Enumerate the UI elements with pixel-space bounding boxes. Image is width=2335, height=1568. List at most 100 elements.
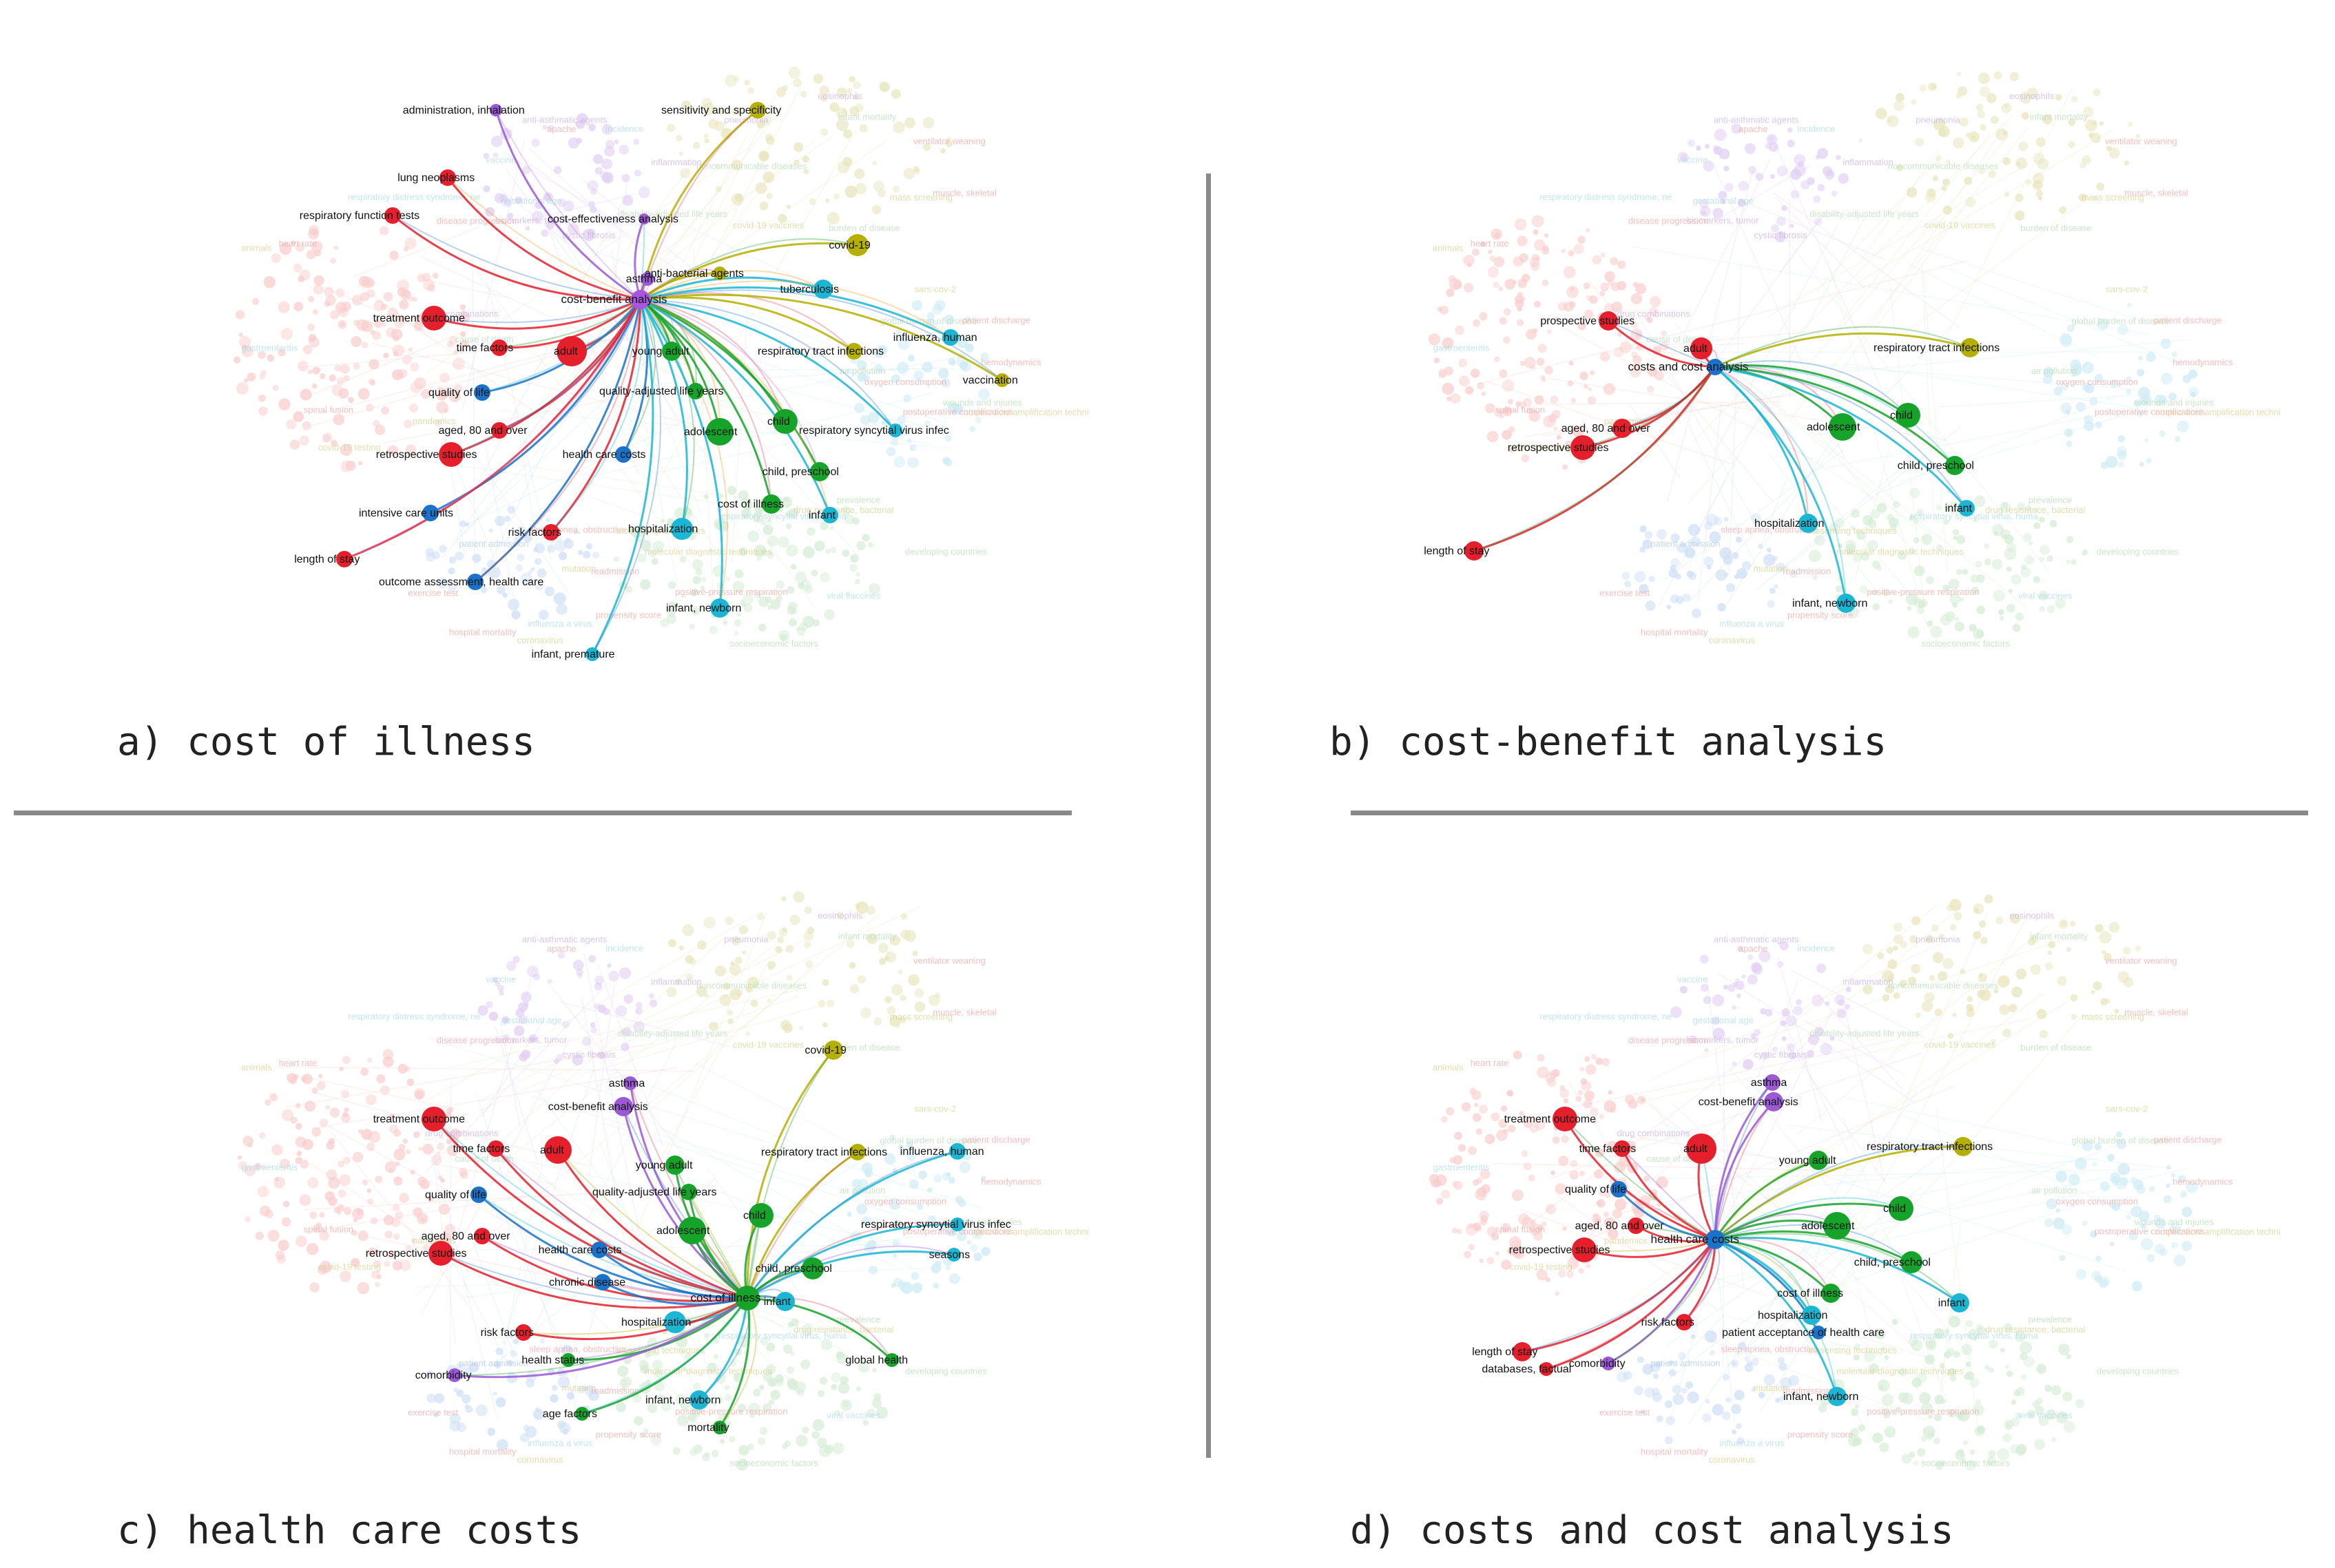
node-time-factors[interactable] bbox=[488, 1140, 504, 1157]
node-aged-80-and-over[interactable] bbox=[474, 1228, 490, 1244]
node-asthma[interactable] bbox=[623, 1076, 637, 1090]
node-aged-80-and-over[interactable] bbox=[491, 422, 508, 439]
node-risk-factors[interactable] bbox=[1676, 1314, 1692, 1330]
node-seasons[interactable] bbox=[947, 1248, 961, 1262]
node-outcome-assessment-health-care[interactable] bbox=[467, 574, 484, 590]
node-infant-newborn[interactable] bbox=[689, 1390, 709, 1410]
node-cost-of-illness[interactable] bbox=[762, 494, 781, 514]
node-treatment-outcome[interactable] bbox=[1553, 1107, 1577, 1131]
node-adult[interactable] bbox=[1686, 1133, 1716, 1164]
node-prospective-studies[interactable] bbox=[1599, 311, 1618, 331]
node-cost-benefit-analysis[interactable] bbox=[1764, 1092, 1783, 1111]
node-adolescent[interactable] bbox=[706, 418, 734, 446]
node-treatment-outcome[interactable] bbox=[422, 306, 446, 331]
node-quality-of-life[interactable] bbox=[474, 384, 490, 401]
node-quality-adjusted-life-years[interactable] bbox=[681, 1184, 697, 1200]
node-adolescent[interactable] bbox=[678, 1217, 706, 1244]
node-length-of-stay[interactable] bbox=[336, 551, 353, 567]
node-retrospective-studies[interactable] bbox=[439, 442, 464, 467]
node-hospitalization[interactable] bbox=[671, 518, 693, 540]
node-cost-effectiveness-analysis[interactable] bbox=[639, 213, 650, 224]
node-covid-19[interactable] bbox=[824, 1041, 843, 1060]
node-covid-19[interactable] bbox=[847, 234, 869, 256]
node-child-preschool[interactable] bbox=[802, 1257, 824, 1279]
node-aged-80-and-over[interactable] bbox=[1628, 1217, 1644, 1234]
node-infant[interactable] bbox=[776, 1292, 795, 1311]
node-child[interactable] bbox=[1896, 403, 1920, 428]
node-asthma[interactable] bbox=[641, 272, 654, 286]
node-length-of-stay[interactable] bbox=[1464, 541, 1484, 561]
node-respiratory-tract-infections[interactable] bbox=[846, 343, 862, 359]
node-adult[interactable] bbox=[1690, 337, 1712, 359]
node-adult[interactable] bbox=[557, 336, 587, 366]
node-infant-newborn[interactable] bbox=[1836, 594, 1856, 613]
node-adult[interactable] bbox=[544, 1136, 572, 1164]
node-tuberculosis[interactable] bbox=[813, 280, 833, 299]
node-respiratory-tract-infections[interactable] bbox=[849, 1144, 866, 1160]
node-age-factors[interactable] bbox=[575, 1407, 589, 1421]
node-respiratory-function-tests[interactable] bbox=[384, 207, 401, 224]
node-adolescent[interactable] bbox=[1823, 1212, 1851, 1240]
node-retrospective-studies[interactable] bbox=[1570, 435, 1595, 460]
node-infant[interactable] bbox=[1950, 1293, 1969, 1313]
node-asthma[interactable] bbox=[1764, 1074, 1781, 1091]
node-sensitivity-and-specificity[interactable] bbox=[749, 102, 766, 118]
node-risk-factors[interactable] bbox=[515, 1324, 532, 1341]
node-infant-newborn[interactable] bbox=[710, 598, 729, 618]
node-infant-premature[interactable] bbox=[585, 647, 599, 661]
node-young-adult[interactable] bbox=[665, 1156, 685, 1175]
node-health-care-costs[interactable] bbox=[591, 1242, 608, 1258]
node-databases-factual[interactable] bbox=[1539, 1362, 1553, 1376]
hub-node-costs-and-cost-analysis[interactable] bbox=[1707, 359, 1723, 375]
node-health-status[interactable] bbox=[561, 1353, 575, 1367]
hub-node-cost-of-illness[interactable] bbox=[735, 1286, 760, 1310]
node-health-care-costs[interactable] bbox=[615, 446, 632, 463]
node-young-adult[interactable] bbox=[1809, 1151, 1828, 1170]
node-time-factors[interactable] bbox=[1614, 1140, 1630, 1157]
hub-node-health-care-costs[interactable] bbox=[1705, 1230, 1725, 1249]
node-hospitalization[interactable] bbox=[1798, 514, 1818, 533]
node-cost-benefit-analysis[interactable] bbox=[614, 1097, 633, 1116]
node-child-preschool[interactable] bbox=[810, 462, 829, 481]
node-influenza-human[interactable] bbox=[942, 329, 959, 346]
node-respiratory-tract-infections[interactable] bbox=[1960, 338, 1980, 357]
node-length-of-stay[interactable] bbox=[1513, 1342, 1532, 1361]
node-anti-bacterial-agents[interactable] bbox=[713, 266, 727, 280]
node-hospitalization[interactable] bbox=[1802, 1306, 1821, 1325]
node-respiratory-tract-infections[interactable] bbox=[1953, 1137, 1973, 1156]
node-child-preschool[interactable] bbox=[1900, 1251, 1922, 1273]
node-risk-factors[interactable] bbox=[543, 524, 559, 541]
node-lung-neoplasms[interactable] bbox=[439, 169, 456, 186]
node-time-factors[interactable] bbox=[491, 339, 508, 356]
hub-node-cost-benefit-analysis[interactable] bbox=[631, 290, 650, 309]
node-child[interactable] bbox=[1889, 1196, 1913, 1221]
node-quality-adjusted-life-years[interactable] bbox=[687, 383, 704, 399]
node-quality-of-life[interactable] bbox=[470, 1187, 487, 1203]
node-infant[interactable] bbox=[1958, 500, 1975, 516]
node-influenza-human[interactable] bbox=[949, 1143, 966, 1160]
node-intensive-care-units[interactable] bbox=[422, 505, 439, 521]
node-administration-inhalation[interactable] bbox=[490, 104, 502, 116]
node-vaccination[interactable] bbox=[995, 373, 1009, 387]
node-comorbidity[interactable] bbox=[448, 1368, 461, 1382]
node-young-adult[interactable] bbox=[662, 342, 681, 361]
node-quality-of-life[interactable] bbox=[1610, 1181, 1627, 1198]
node-cost-of-illness[interactable] bbox=[1821, 1284, 1840, 1303]
node-retrospective-studies[interactable] bbox=[428, 1241, 453, 1266]
node-infant[interactable] bbox=[822, 507, 838, 523]
node-hospitalization[interactable] bbox=[664, 1311, 686, 1333]
node-retrospective-studies[interactable] bbox=[1572, 1237, 1597, 1262]
node-global-health[interactable] bbox=[885, 1353, 899, 1367]
node-child-preschool[interactable] bbox=[1945, 456, 1964, 475]
node-aged-80-and-over[interactable] bbox=[1612, 419, 1632, 438]
node-comorbidity[interactable] bbox=[1601, 1357, 1615, 1370]
node-mortality[interactable] bbox=[713, 1421, 727, 1434]
node-child[interactable] bbox=[749, 1203, 774, 1228]
node-chronic-disease[interactable] bbox=[594, 1274, 611, 1290]
node-treatment-outcome[interactable] bbox=[422, 1107, 446, 1131]
node-adolescent[interactable] bbox=[1829, 413, 1856, 441]
node-respiratory-syncytial-virus-infec[interactable] bbox=[951, 1217, 964, 1231]
node-patient-acceptance-of-health-care[interactable] bbox=[1812, 1326, 1825, 1339]
node-infant-newborn[interactable] bbox=[1827, 1387, 1847, 1406]
node-respiratory-syncytial-virus-infec[interactable] bbox=[889, 424, 902, 437]
